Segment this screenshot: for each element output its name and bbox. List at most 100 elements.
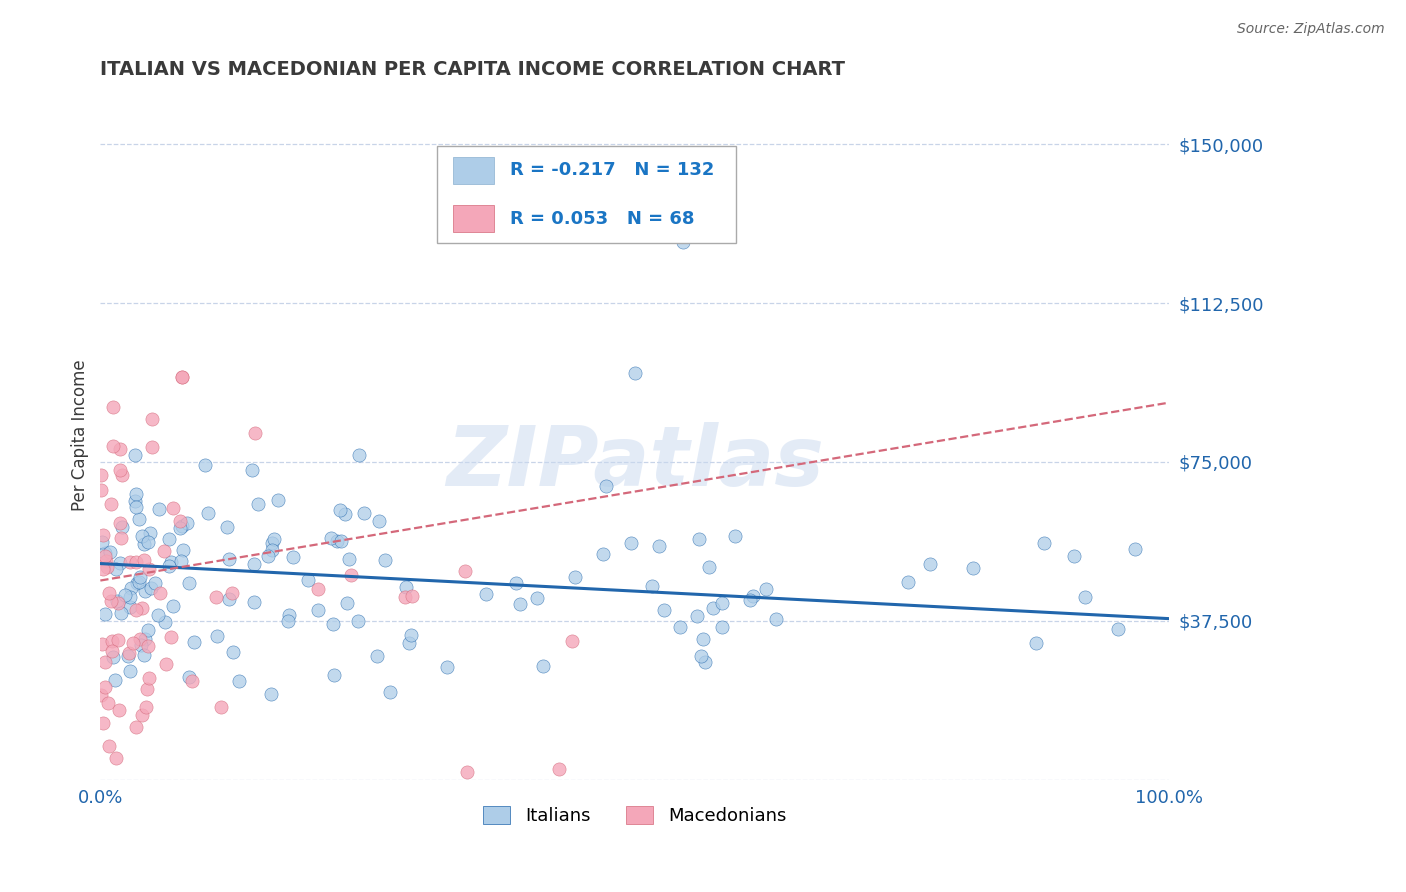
Point	[509, 597, 531, 611]
Point	[277, 614, 299, 628]
Point	[1063, 549, 1085, 563]
Point	[170, 519, 193, 533]
Point	[170, 370, 193, 384]
Point	[641, 579, 664, 593]
Point	[120, 600, 142, 615]
Point	[176, 516, 198, 530]
Point	[672, 235, 695, 249]
Point	[245, 425, 267, 440]
Text: R = -0.217   N = 132: R = -0.217 N = 132	[510, 161, 714, 179]
Point	[547, 762, 569, 776]
Point	[277, 607, 299, 622]
Point	[918, 557, 941, 571]
Point	[398, 636, 420, 650]
Point	[395, 580, 418, 594]
Point	[131, 707, 153, 722]
Point	[742, 589, 765, 603]
Point	[689, 649, 711, 664]
Point	[374, 553, 396, 567]
Point	[100, 633, 122, 648]
Point	[169, 514, 191, 528]
Point	[134, 584, 156, 599]
Point	[738, 593, 761, 607]
Point	[240, 463, 263, 477]
Point	[243, 557, 266, 571]
Point	[669, 620, 692, 634]
Point	[127, 575, 149, 590]
Point	[648, 539, 671, 553]
Point	[329, 533, 352, 548]
Point	[148, 502, 170, 516]
Point	[118, 665, 141, 679]
Point	[107, 596, 129, 610]
Point	[1107, 623, 1129, 637]
Point	[136, 639, 159, 653]
Point	[162, 599, 184, 613]
Point	[136, 681, 159, 696]
Point	[136, 534, 159, 549]
Point	[118, 646, 141, 660]
Point	[139, 525, 162, 540]
Point	[101, 439, 124, 453]
Point	[194, 458, 217, 473]
Point	[205, 629, 228, 643]
Text: ITALIAN VS MACEDONIAN PER CAPITA INCOME CORRELATION CHART: ITALIAN VS MACEDONIAN PER CAPITA INCOME …	[100, 60, 845, 78]
Text: R = 0.053   N = 68: R = 0.053 N = 68	[510, 210, 695, 227]
Point	[125, 720, 148, 734]
Point	[125, 500, 148, 515]
FancyBboxPatch shape	[453, 205, 494, 233]
Point	[394, 590, 416, 604]
Point	[108, 463, 131, 477]
Point	[256, 549, 278, 563]
Point	[134, 632, 156, 646]
Point	[97, 739, 120, 753]
Point	[162, 500, 184, 515]
Point	[120, 555, 142, 569]
Point	[90, 637, 112, 651]
Point	[183, 635, 205, 649]
Point	[353, 506, 375, 520]
Point	[93, 607, 115, 621]
Point	[155, 657, 177, 671]
Point	[1032, 535, 1054, 549]
Point	[897, 574, 920, 589]
Point	[222, 645, 245, 659]
Point	[125, 555, 148, 569]
Point	[243, 595, 266, 609]
FancyBboxPatch shape	[437, 146, 737, 243]
Point	[228, 673, 250, 688]
Point	[91, 535, 114, 549]
Point	[456, 765, 478, 780]
Point	[153, 615, 176, 629]
Point	[347, 615, 370, 629]
Point	[329, 503, 352, 517]
Point	[132, 648, 155, 662]
Point	[209, 700, 232, 714]
Point	[110, 556, 132, 570]
Point	[1025, 635, 1047, 649]
Point	[710, 620, 733, 634]
Point	[100, 644, 122, 658]
Point	[100, 497, 122, 511]
Point	[564, 570, 586, 584]
Point	[697, 559, 720, 574]
Point	[340, 567, 363, 582]
Point	[349, 448, 371, 462]
Point	[101, 649, 124, 664]
Legend: Italians, Macedonians: Italians, Macedonians	[477, 798, 793, 832]
Point	[90, 483, 112, 497]
Point	[157, 532, 180, 546]
Point	[170, 370, 193, 384]
Point	[149, 586, 172, 600]
Point	[157, 559, 180, 574]
Point	[105, 751, 128, 765]
Point	[111, 467, 134, 482]
Point	[141, 412, 163, 426]
Point	[281, 549, 304, 564]
Point	[724, 529, 747, 543]
Point	[94, 549, 117, 563]
Point	[107, 703, 129, 717]
Point	[98, 544, 121, 558]
Point	[114, 588, 136, 602]
Point	[197, 506, 219, 520]
